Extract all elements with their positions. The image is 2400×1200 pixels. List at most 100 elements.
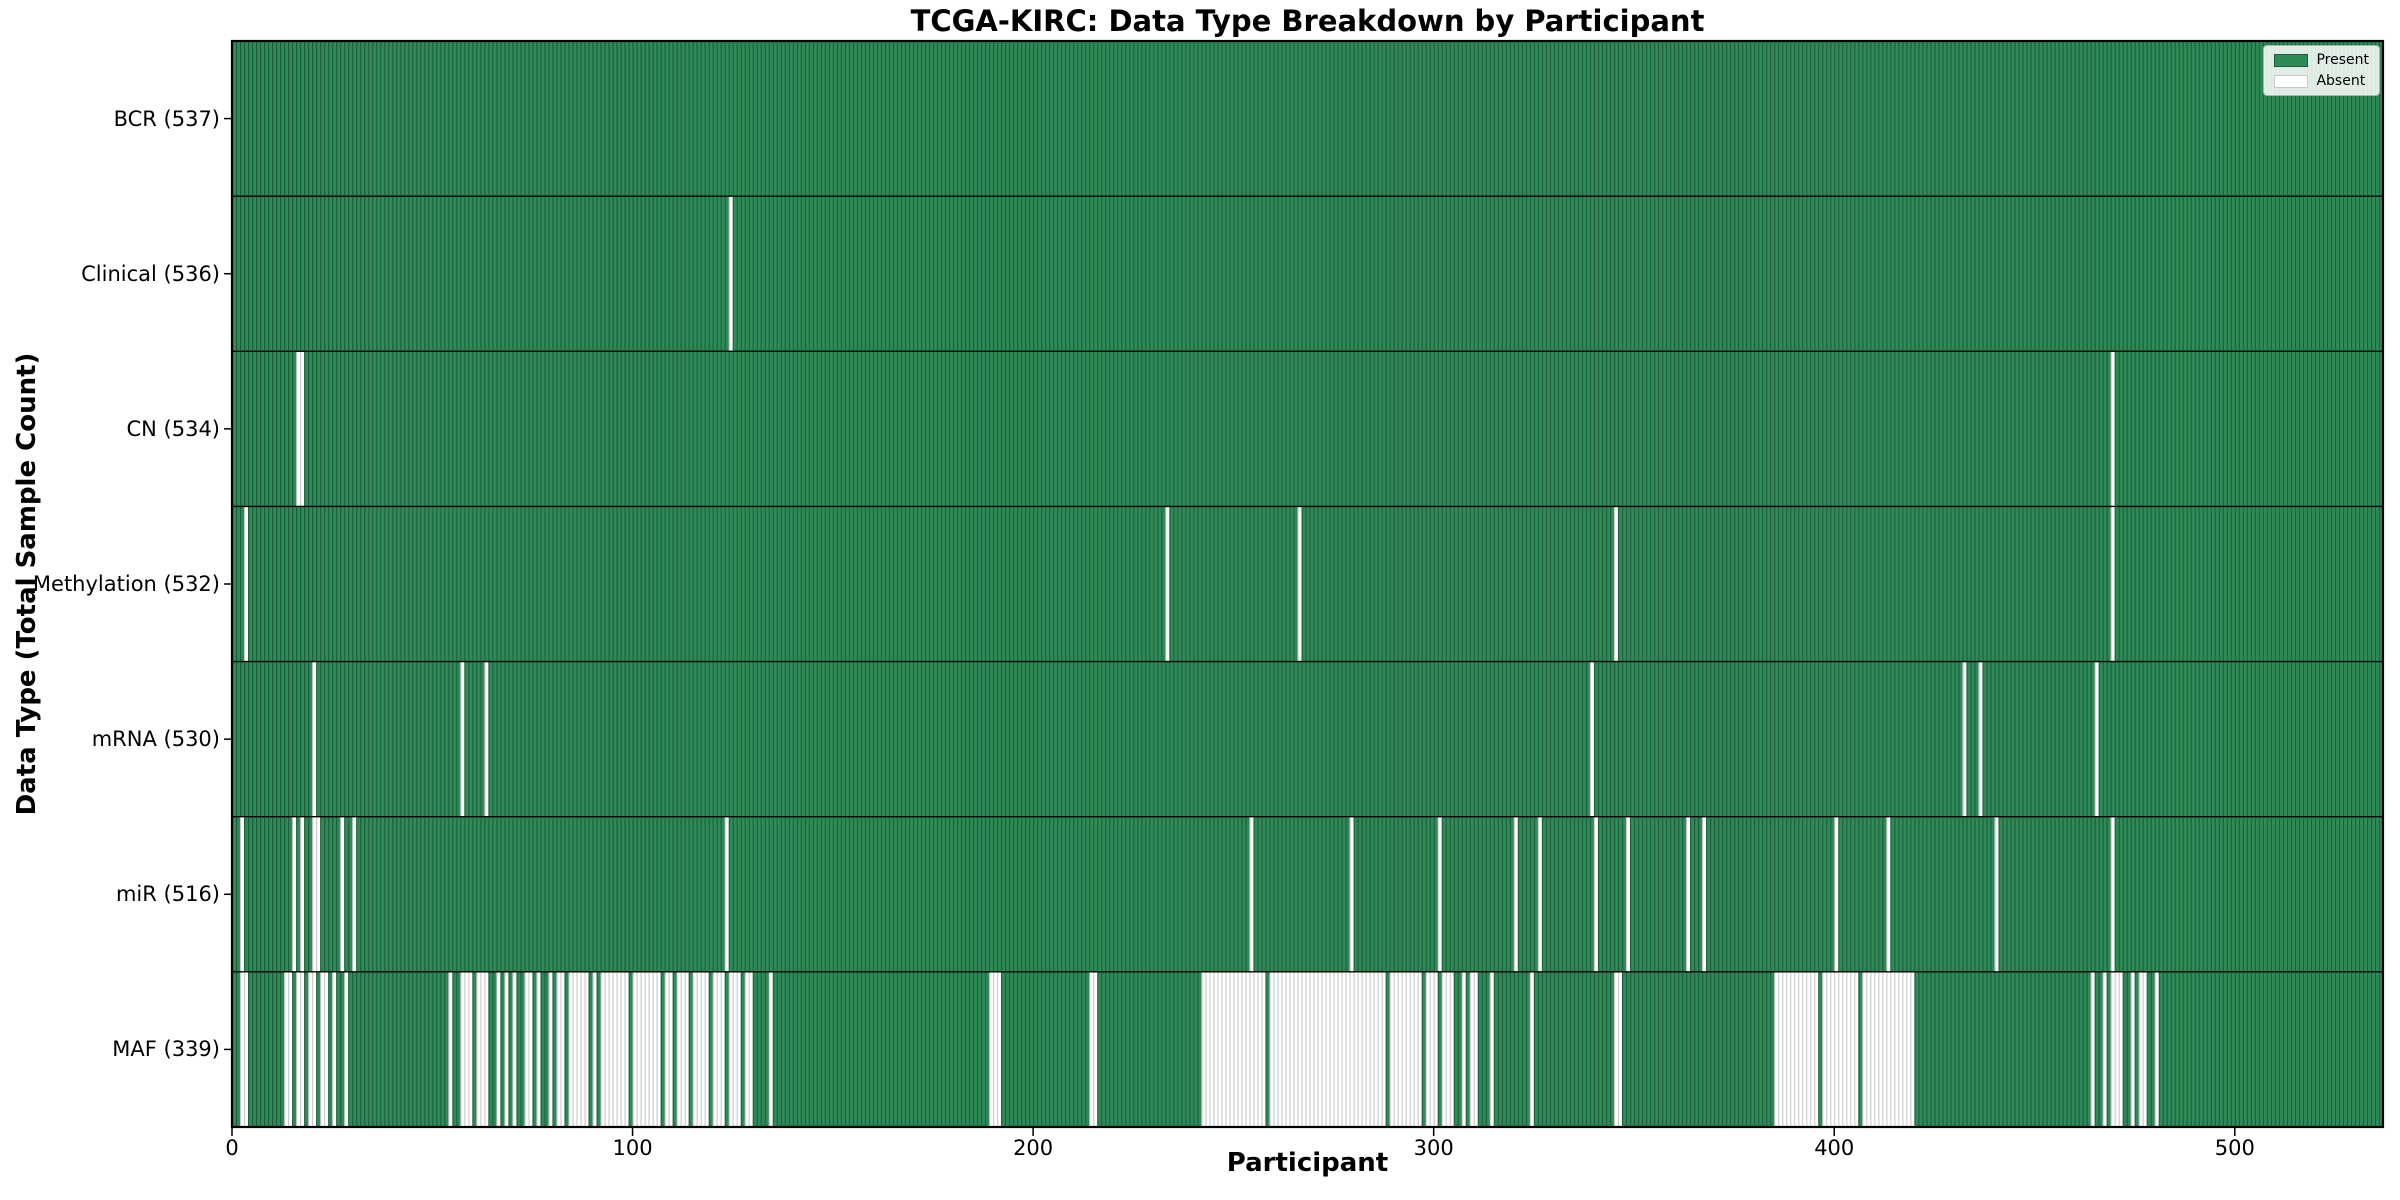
absent-bar bbox=[1437, 816, 1442, 972]
present-band bbox=[232, 196, 2383, 352]
absent-bar bbox=[2102, 971, 2107, 1127]
xtick-label-100: 100 bbox=[612, 1136, 653, 1160]
absent-bar bbox=[2110, 816, 2115, 972]
xtick-label-0: 0 bbox=[225, 1136, 239, 1160]
absent-bar bbox=[524, 971, 533, 1127]
present-swatch-icon bbox=[2274, 53, 2309, 67]
present-band bbox=[232, 816, 2383, 972]
row-cn bbox=[224, 350, 2383, 507]
absent-bar bbox=[1201, 971, 1266, 1127]
absent-bar bbox=[344, 971, 349, 1127]
absent-bar bbox=[512, 971, 517, 1127]
absent-bar bbox=[292, 816, 297, 972]
absent-bar bbox=[332, 971, 337, 1127]
absent-bar bbox=[1978, 661, 1983, 817]
ytick-label-methylation: Methylation (532) bbox=[32, 572, 220, 596]
absent-bar bbox=[300, 816, 305, 972]
row-clinical bbox=[224, 195, 2383, 352]
absent-bar bbox=[1686, 816, 1691, 972]
absent-bar bbox=[496, 971, 501, 1127]
absent-bar bbox=[768, 971, 773, 1127]
present-band bbox=[232, 661, 2383, 817]
ytick-label-mrna: mRNA (530) bbox=[91, 727, 220, 752]
absent-bar bbox=[2110, 971, 2123, 1127]
absent-bar bbox=[728, 196, 733, 352]
absent-bar bbox=[1249, 816, 1254, 972]
absent-bar bbox=[568, 971, 589, 1127]
absent-bar bbox=[2110, 506, 2115, 662]
legend-entry-present: Present bbox=[2274, 52, 2369, 68]
xtick-label-400: 400 bbox=[1814, 1136, 1855, 1160]
absent-bar bbox=[1489, 971, 1494, 1127]
absent-swatch-icon bbox=[2274, 74, 2309, 88]
absent-bar bbox=[1513, 816, 1518, 972]
row-mir bbox=[224, 816, 2383, 972]
xtick-label-500: 500 bbox=[2214, 1136, 2255, 1160]
absent-bar bbox=[592, 971, 597, 1127]
absent-bar bbox=[1089, 971, 1098, 1127]
absent-bar bbox=[712, 971, 725, 1127]
absent-bar bbox=[744, 971, 753, 1127]
absent-bar bbox=[556, 971, 565, 1127]
absent-bar bbox=[244, 506, 249, 662]
absent-bar bbox=[1774, 971, 1819, 1127]
page-title: TCGA-KIRC: Data Type Breakdown by Partic… bbox=[910, 4, 1705, 38]
absent-bar bbox=[664, 971, 673, 1127]
absent-bar bbox=[312, 661, 317, 817]
absent-bar bbox=[2138, 971, 2147, 1127]
present-band bbox=[232, 41, 2383, 197]
row-maf bbox=[224, 971, 2383, 1127]
absent-bar bbox=[1862, 971, 1915, 1127]
absent-bar bbox=[2130, 971, 2135, 1127]
absent-bar bbox=[1994, 816, 1999, 972]
absent-bar bbox=[2094, 661, 2099, 817]
absent-bar bbox=[536, 971, 541, 1127]
ytick-label-mir: miR (516) bbox=[115, 882, 220, 907]
row-bcr bbox=[224, 41, 2383, 197]
absent-bar bbox=[2154, 971, 2159, 1127]
absent-bar bbox=[296, 971, 305, 1127]
absent-bar bbox=[1389, 971, 1422, 1127]
plot-border bbox=[230, 39, 2385, 1129]
absent-bar bbox=[600, 971, 629, 1127]
present-band bbox=[232, 506, 2383, 662]
present-band bbox=[232, 351, 2383, 507]
absent-bar bbox=[692, 971, 709, 1127]
absent-bar bbox=[632, 971, 661, 1127]
absent-bar bbox=[1613, 506, 1618, 662]
absent-bar bbox=[1165, 506, 1170, 662]
absent-bar bbox=[284, 971, 293, 1127]
absent-bar bbox=[2090, 971, 2095, 1127]
absent-bar bbox=[1886, 816, 1891, 972]
xtick-label-200: 200 bbox=[1013, 1136, 1054, 1160]
absent-bar bbox=[2110, 351, 2115, 507]
ytick-label-bcr: BCR (537) bbox=[113, 106, 220, 131]
row-mrna bbox=[224, 660, 2383, 817]
absent-bar bbox=[1613, 971, 1622, 1127]
ytick-label-maf: MAF (339) bbox=[112, 1037, 220, 1062]
absent-bar bbox=[1589, 661, 1594, 817]
absent-bar bbox=[320, 971, 329, 1127]
absent-bar bbox=[1822, 971, 1859, 1127]
absent-bar bbox=[476, 971, 489, 1127]
absent-bar bbox=[340, 816, 345, 972]
absent-bar bbox=[1269, 971, 1386, 1127]
absent-bar bbox=[484, 661, 489, 817]
absent-bar bbox=[1702, 816, 1707, 972]
absent-bar bbox=[296, 351, 305, 507]
absent-bar bbox=[352, 816, 357, 972]
absent-bar bbox=[1537, 816, 1542, 972]
absent-bar bbox=[460, 661, 465, 817]
row-methylation bbox=[224, 505, 2383, 662]
absent-bar bbox=[1469, 971, 1478, 1127]
absent-bar bbox=[1625, 816, 1630, 972]
absent-bar bbox=[1441, 971, 1454, 1127]
absent-bar bbox=[240, 971, 249, 1127]
x-axis-label: Participant bbox=[1226, 1148, 1389, 1178]
absent-bar bbox=[1593, 816, 1598, 972]
absent-bar bbox=[1461, 971, 1466, 1127]
legend: Present Absent bbox=[2263, 45, 2380, 96]
legend-absent-label: Absent bbox=[2316, 73, 2366, 89]
